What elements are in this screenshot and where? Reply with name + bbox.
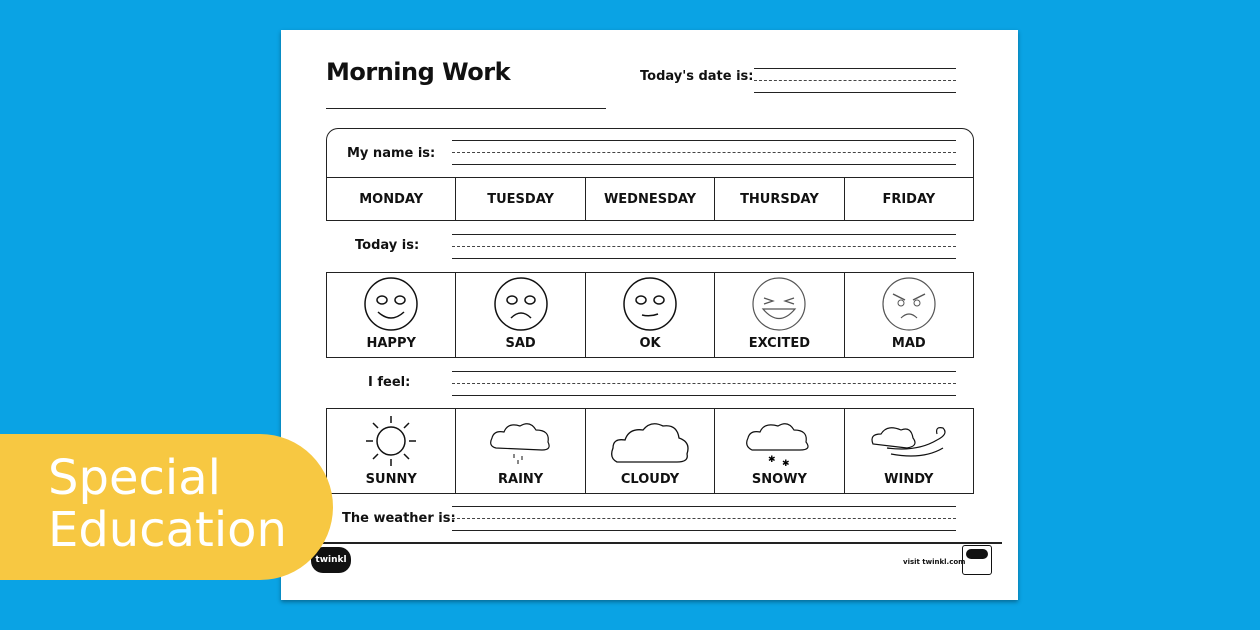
write-line [452, 234, 956, 235]
day-wednesday[interactable]: WEDNESDAY [584, 178, 714, 220]
weather-row: SUNNY RAINY CLOUDY ✱ ✱ SNOWY WINDY [326, 408, 974, 494]
write-line [754, 92, 956, 93]
weather-windy[interactable]: WINDY [843, 409, 973, 493]
mad-face-icon [882, 277, 936, 331]
wind-icon [871, 427, 946, 457]
happy-face-icon [364, 277, 418, 331]
weather-label: SUNNY [365, 472, 417, 487]
weather-label: CLOUDY [620, 472, 680, 487]
quality-badge-icon [962, 545, 992, 575]
name-label: My name is: [347, 146, 436, 161]
worksheet-page: Morning Work Today's date is: My name is… [281, 30, 1018, 600]
write-line-dashed [452, 152, 956, 153]
banner-line2: Education [48, 502, 287, 558]
feeling-ok[interactable]: OK [584, 273, 714, 357]
feeling-label: SAD [505, 336, 536, 351]
write-line [754, 68, 956, 69]
write-line [452, 371, 956, 372]
cloud-icon [611, 423, 689, 463]
weather-label-prompt: The weather is: [342, 511, 456, 526]
feeling-excited[interactable]: EXCITED [714, 273, 843, 357]
feeling-label: HAPPY [366, 336, 416, 351]
weather-snowy[interactable]: ✱ ✱ SNOWY [714, 409, 843, 493]
write-line [452, 140, 956, 141]
feelings-row: HAPPY SAD OK EXCITED MAD [326, 272, 974, 358]
feeling-mad[interactable]: MAD [843, 273, 973, 357]
weather-cloudy[interactable]: CLOUDY [584, 409, 714, 493]
feeling-sad[interactable]: SAD [455, 273, 584, 357]
write-line-dashed [452, 383, 956, 384]
weather-sunny[interactable]: SUNNY [327, 409, 455, 493]
write-line [452, 530, 956, 531]
day-monday[interactable]: MONDAY [359, 191, 424, 207]
weather-rainy[interactable]: RAINY [455, 409, 584, 493]
write-line [452, 164, 956, 165]
day-tuesday[interactable]: TUESDAY [455, 178, 584, 220]
feeling-label: MAD [891, 336, 926, 351]
weather-label: WINDY [884, 472, 934, 487]
write-line [452, 506, 956, 507]
feeling-happy[interactable]: HAPPY [327, 273, 455, 357]
excited-face-icon [752, 277, 807, 331]
weather-label: RAINY [498, 472, 544, 487]
rain-cloud-icon [489, 423, 550, 464]
svg-text:✱: ✱ [768, 455, 776, 465]
sad-face-icon [493, 277, 548, 331]
page-title: Morning Work [326, 58, 511, 86]
sun-icon [366, 416, 417, 466]
feeling-label: OK [639, 336, 661, 351]
footer-divider [316, 542, 1002, 544]
ok-face-icon [623, 277, 677, 331]
footer-link[interactable]: visit twinkl.com [903, 558, 966, 566]
date-label: Today's date is: [640, 69, 754, 84]
write-line-dashed [452, 518, 956, 519]
snow-cloud-icon: ✱ ✱ [746, 423, 809, 468]
day-thursday[interactable]: THURSDAY [714, 178, 843, 220]
write-line-dashed [452, 246, 956, 247]
special-education-banner: Special Education [0, 434, 333, 580]
write-line-dashed [754, 80, 956, 81]
name-box [326, 128, 974, 178]
feel-label: I feel: [368, 375, 411, 390]
write-line [452, 395, 956, 396]
banner-line1: Special [48, 450, 221, 506]
weather-label: SNOWY [751, 472, 807, 487]
write-line [452, 258, 956, 259]
today-label: Today is: [355, 238, 420, 253]
feeling-label: EXCITED [748, 336, 811, 351]
svg-text:✱: ✱ [782, 459, 790, 468]
days-row: MONDAY TUESDAY WEDNESDAY THURSDAY FRIDAY [326, 177, 974, 221]
title-underline [326, 108, 606, 109]
day-friday[interactable]: FRIDAY [843, 178, 973, 220]
